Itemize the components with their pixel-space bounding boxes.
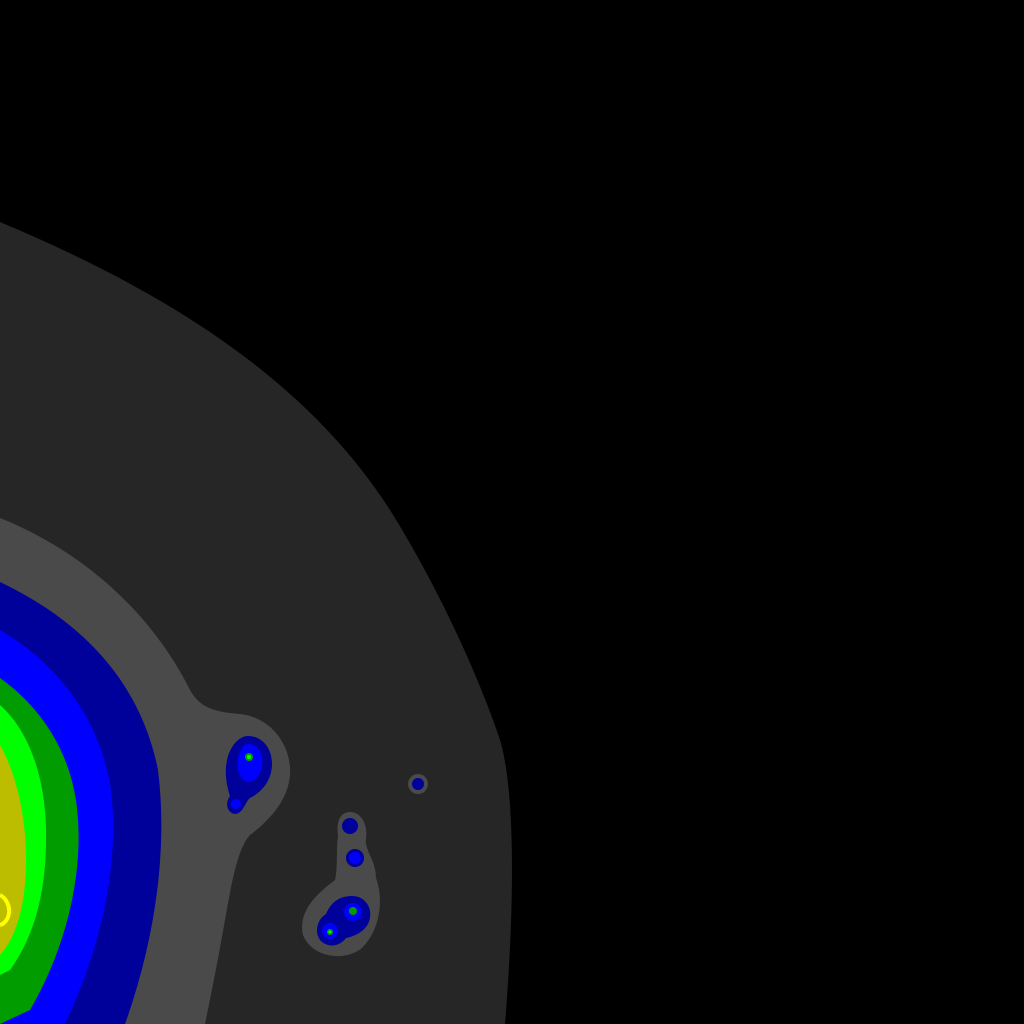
blob-blue-dot	[231, 799, 241, 809]
blob-lime-lower	[328, 930, 332, 934]
yellow-peak-ring	[0, 893, 12, 927]
blob-blue-upper	[237, 744, 263, 782]
blob-green-lower-a	[349, 907, 357, 915]
blob-lime-upper	[247, 755, 251, 759]
blob-navy-dot-c	[412, 778, 424, 790]
blob-navy-dot-a	[342, 818, 358, 834]
blob-blue-dot-b	[349, 852, 361, 864]
